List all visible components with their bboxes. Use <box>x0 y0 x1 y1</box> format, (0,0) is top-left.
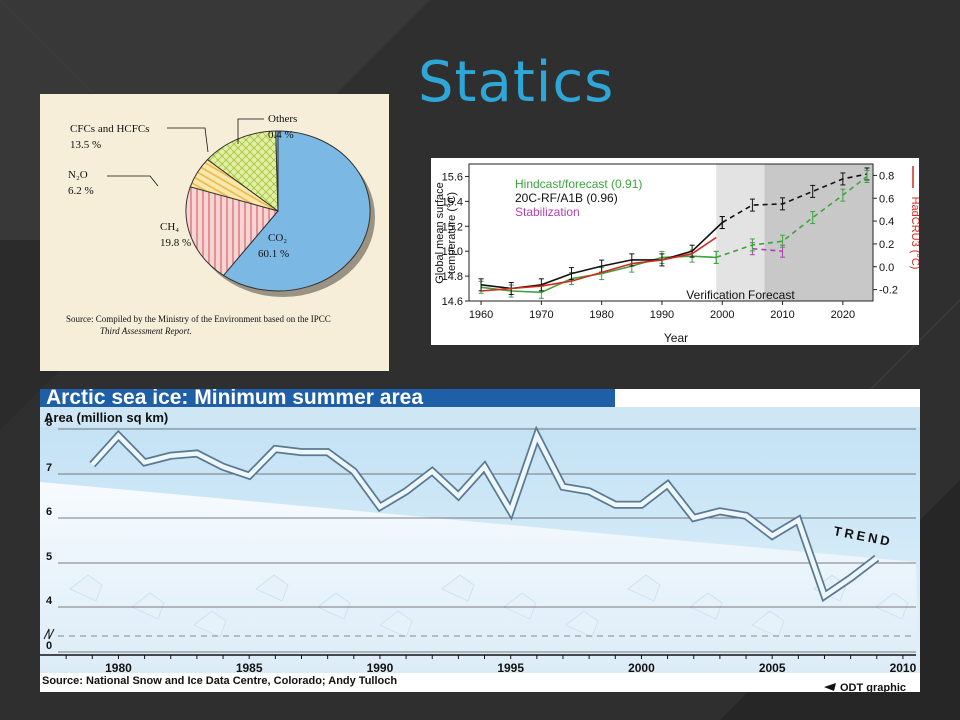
temp-y-tick-label: 15.6 <box>442 171 463 183</box>
ice-crack-decoration <box>627 574 661 602</box>
ice-floe-shape <box>40 481 920 673</box>
ice-x-tick-label: 1980 <box>105 661 132 675</box>
ice-y-axis-label: Area (million sq km) <box>44 410 168 425</box>
ice-crack-decoration <box>441 574 475 602</box>
temp-right-tick-label: 0.8 <box>879 170 894 182</box>
ice-crack-decoration <box>379 610 413 638</box>
pie-label: CH₄ <box>160 221 179 233</box>
temperature-chart: 1960 1970 1980 1990 2000 2010 2020 14.6 14.8 15.0… <box>434 163 919 345</box>
pie-value-label: 6.2 % <box>68 185 94 197</box>
ice-y-tick-label: 5 <box>46 551 52 563</box>
temp-legend-entry: Hindcast/forecast (0.91) <box>515 177 642 191</box>
pie-value-label: 60.1 % <box>258 248 289 260</box>
temp-y-axis-label-line-2: temperature (°C) <box>446 192 458 274</box>
others-leader-line <box>237 118 264 144</box>
ice-y-tick-label: 4 <box>46 595 53 607</box>
temp-right-tick-label: 0.2 <box>879 239 894 251</box>
ice-x-tick-label: 2000 <box>628 661 655 675</box>
ice-crack-decoration <box>317 592 351 620</box>
cfc-leader-line <box>167 127 209 153</box>
temp-right-tick-label: -0.2 <box>879 285 898 297</box>
ice-crack-decoration <box>131 592 165 620</box>
slide-title: Statics <box>418 50 615 115</box>
temp-series-line <box>481 236 717 292</box>
temp-y-tick-label: 15.4 <box>442 196 463 208</box>
sea-ice-chart: Arctic sea ice: Minimum summer area Area… <box>40 389 920 692</box>
temp-x-tick-label: 1990 <box>650 309 674 321</box>
pie-label: CO₂ <box>268 232 287 244</box>
ice-x-tick-label: 1995 <box>497 661 524 675</box>
ice-y-tick-label: 8 <box>46 417 52 429</box>
pie-label: N₂O <box>68 169 88 181</box>
pie-slice <box>222 130 371 292</box>
temp-plot-frame <box>468 163 874 302</box>
ice-title-banner <box>40 389 615 407</box>
n2o-leader-line <box>107 175 159 187</box>
ice-chart-title: Arctic sea ice: Minimum summer area <box>46 389 423 409</box>
forecast-band <box>764 164 873 301</box>
pie-source-line-1: Source: Compiled by the Ministry of the … <box>66 314 331 324</box>
ice-x-tick-label: 1990 <box>367 661 394 675</box>
temp-legend-entry: 20C-RF/A1B (0.96) <box>515 191 618 205</box>
ice-y-tick-label: 7 <box>46 462 52 474</box>
temp-series-line <box>721 173 868 224</box>
temp-right-tick-label: 0.0 <box>879 262 894 274</box>
ice-y-tick-label: 6 <box>46 506 52 518</box>
temp-right-tick-label: 0.4 <box>879 216 894 228</box>
ice-crack-decoration <box>69 574 103 602</box>
ice-crack-decoration <box>689 592 723 620</box>
pie-source-line-2: Third Assessment Report. <box>100 326 192 336</box>
temp-x-tick-label: 1960 <box>469 309 493 321</box>
temp-x-axis-label: Year <box>664 331 688 345</box>
pie-value-label: 13.5 % <box>70 139 101 151</box>
ice-crack-decoration <box>193 610 227 638</box>
verification-label: Verification <box>686 288 745 302</box>
forecast-label: Forecast <box>748 288 795 302</box>
pie-slice <box>185 186 279 277</box>
ice-crack-decoration <box>255 574 289 602</box>
ice-x-tick-label: 1985 <box>236 661 263 675</box>
temp-x-tick-label: 2000 <box>710 309 734 321</box>
ice-source-text: Source: National Snow and Ice Data Centr… <box>42 675 397 687</box>
odt-logo-icon <box>824 683 836 691</box>
greenhouse-gas-pie-panel: CO₂ 60.1 % CH₄ 19.8 % N₂O 6.2 % CFCs and HCFCs… <box>40 94 389 371</box>
temp-right-tick-label: 0.6 <box>879 193 894 205</box>
temp-y-tick-label: 14.6 <box>442 296 463 308</box>
ice-series-line <box>90 429 879 600</box>
temp-x-tick-label: 1970 <box>529 309 553 321</box>
ice-y-tick-label: 0 <box>46 640 52 652</box>
axis-break-icon <box>43 628 55 640</box>
verification-band <box>716 164 765 301</box>
ice-crack-decoration <box>751 610 785 638</box>
temperature-chart-panel: 1960 1970 1980 1990 2000 2010 2020 14.6 14.8 15.0… <box>431 158 919 345</box>
pie-label: CFCs and HCFCs <box>70 123 149 135</box>
ice-x-tick-label: 2010 <box>890 661 917 675</box>
pie-value-label: 19.8 % <box>160 237 191 249</box>
hadcru3-axis-label: HadCRU3 (°C) <box>909 197 919 270</box>
temp-y-axis-label-line-1: Global mean surface <box>434 182 446 284</box>
ice-crack-decoration <box>875 592 909 620</box>
temp-series-line <box>481 255 717 294</box>
temp-y-tick-label: 15.0 <box>442 246 463 258</box>
odt-credit: ODT graphic <box>840 682 906 692</box>
ice-x-tick-label: 2005 <box>759 661 786 675</box>
ice-crack-decoration <box>503 592 537 620</box>
temp-x-tick-label: 2010 <box>770 309 794 321</box>
temp-x-tick-label: 1980 <box>589 309 613 321</box>
temp-x-tick-label: 2020 <box>831 309 855 321</box>
pie-value-label: 0.4 % <box>268 129 294 141</box>
temp-y-tick-label: 14.8 <box>442 271 463 283</box>
temp-legend-entry: Stabilization <box>515 205 580 219</box>
pie-slice <box>275 130 279 212</box>
temp-series-line <box>715 175 868 259</box>
ice-crack-decoration <box>565 610 599 638</box>
pie-chart: CO₂ 60.1 % CH₄ 19.8 % N₂O 6.2 % CFCs and HCFCs… <box>66 113 375 336</box>
pie-label: Others <box>268 113 297 125</box>
temp-y-tick-label: 15.2 <box>442 221 463 233</box>
arctic-sea-ice-panel: Arctic sea ice: Minimum summer area Area… <box>40 389 920 692</box>
